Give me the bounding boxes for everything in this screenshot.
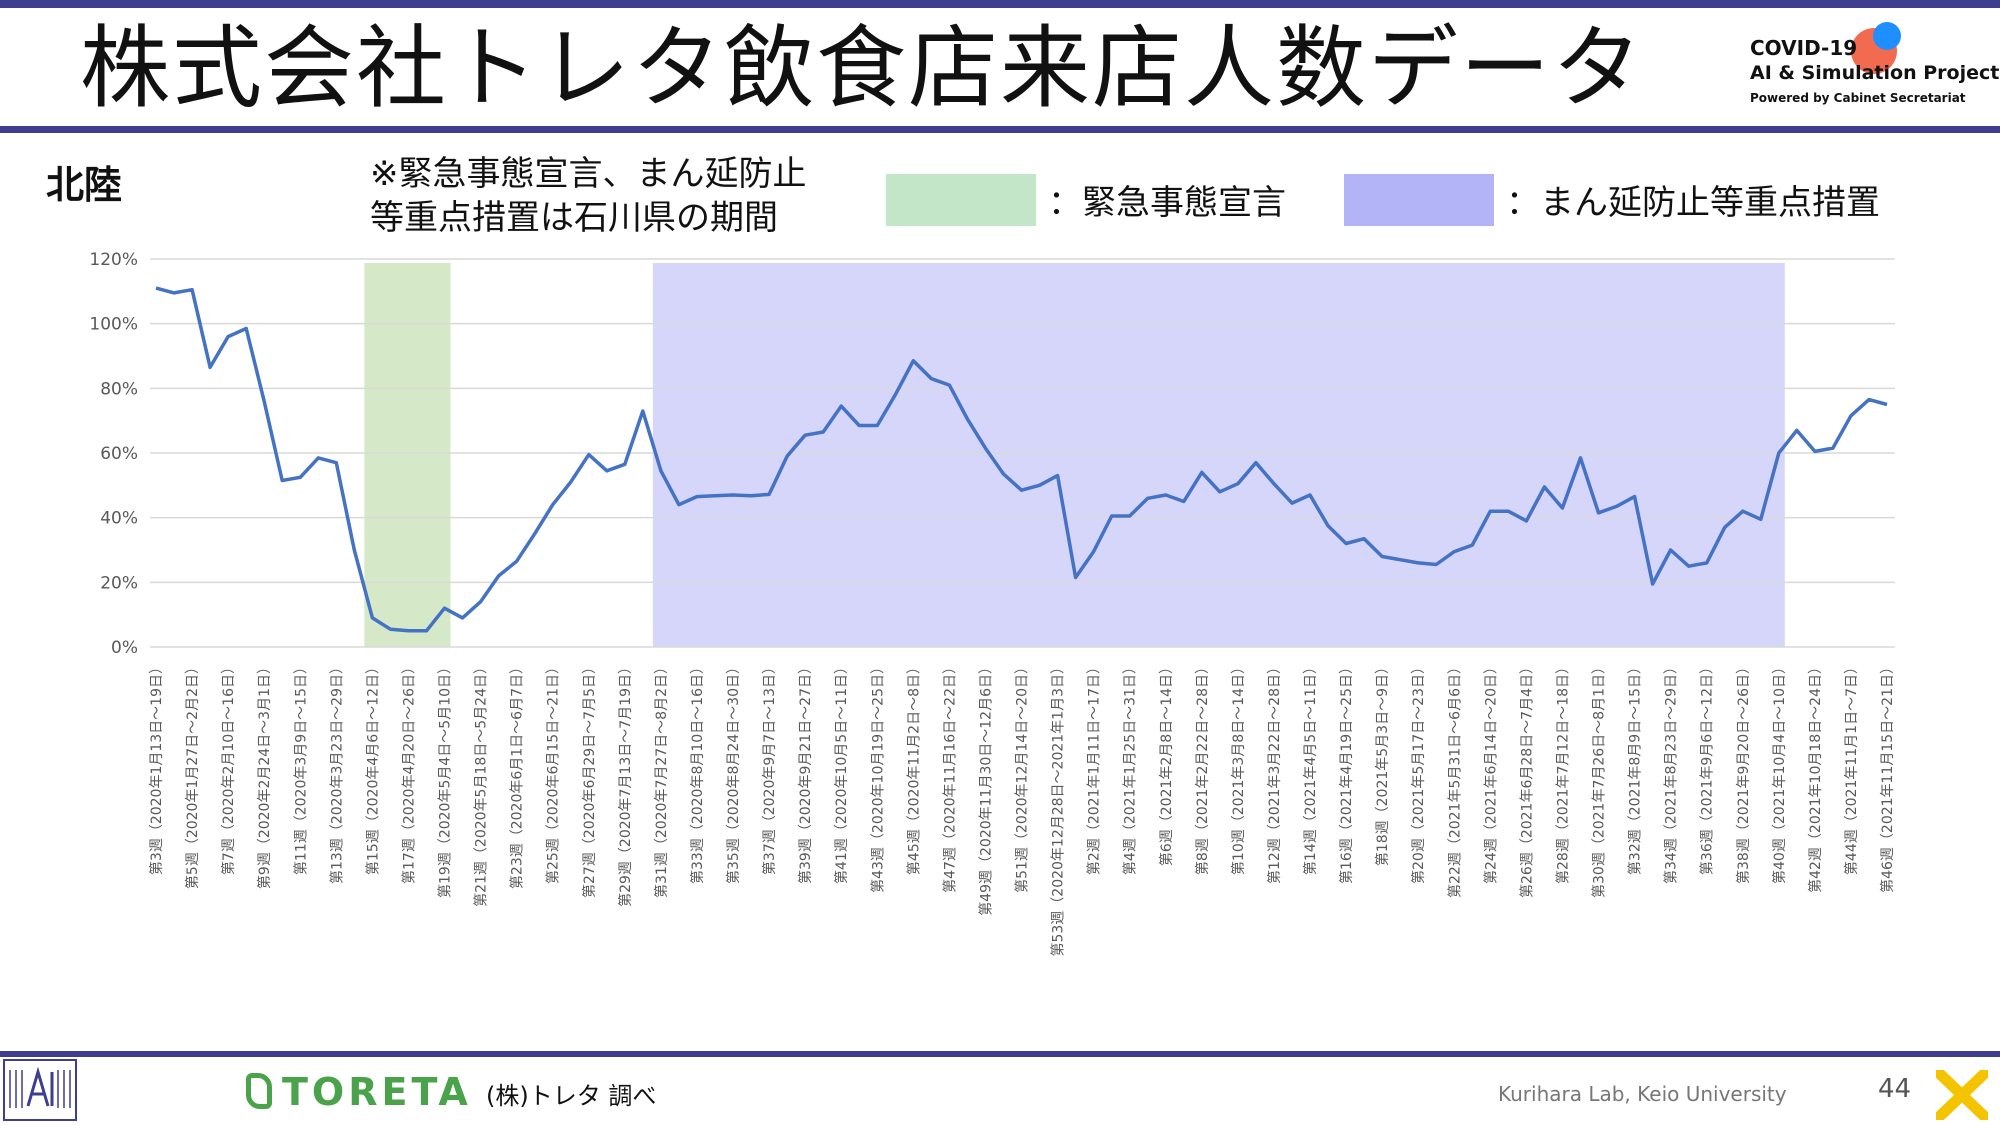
grid-lines — [150, 258, 1895, 648]
x-tick-label: 第46週（2021年11月15日～21日） — [1879, 660, 1896, 893]
y-tick-label: 120% — [89, 250, 138, 270]
x-tick-label: 第32週（2021年8月9日～15日） — [1627, 660, 1644, 875]
x-tick-label: 第19週（2020年5月4日～5月10日） — [437, 660, 454, 898]
series-line-group — [155, 286, 1888, 633]
x-tick-label: 第40週（2021年10月4日～10日） — [1771, 660, 1788, 884]
x-tick-label: 第42週（2021年10月18日～24日） — [1807, 660, 1824, 893]
x-tick-label: 第20週（2021年5月17日～23日） — [1410, 660, 1427, 884]
x-tick-label: 第29週（2020年7月13日～7月19日） — [617, 660, 634, 907]
x-tick-label: 第27週（2020年6月29日～7月5日） — [581, 660, 598, 898]
logo-line1: COVID-19 — [1750, 36, 1858, 60]
logo-line3: Powered by Cabinet Secretariat — [1750, 91, 1966, 105]
x-tick-label: 第12週（2021年3月22日～28日） — [1266, 660, 1283, 884]
toreta-logo-text: TORETA — [282, 1070, 472, 1114]
x-axis-labels: 第3週（2020年1月13日～19日） 第5週（2020年1月27日～2月2日） 第… — [148, 660, 1896, 957]
x-tick-label: 第24週（2021年6月14日～20日） — [1482, 660, 1499, 884]
logo-line2: AI & Simulation Project — [1750, 62, 2000, 84]
x-tick-label: 第43週（2020年10月19日～25日） — [869, 660, 886, 893]
x-tick-label: 第33週（2020年8月10日～16日） — [689, 660, 706, 884]
x-tick-label: 第34週（2021年8月23日～29日） — [1663, 660, 1680, 884]
x-tick-label: 第28週（2021年7月12日～18日） — [1554, 660, 1571, 884]
x-tick-label: 第36週（2021年9月6日～12日） — [1699, 660, 1716, 875]
period-note: ※緊急事態宣言、まん延防止 等重点措置は石川県の期間 — [370, 152, 807, 240]
shaded-emergency — [364, 263, 451, 647]
y-tick-label: 60% — [100, 444, 138, 464]
x-tick-label: 第13週（2020年3月23日～29日） — [328, 660, 345, 884]
x-tick-label: 第5週（2020年1月27日～2月2日） — [184, 660, 201, 889]
legend-label-manen: ：まん延防止等重点措置 — [1506, 183, 1880, 223]
page-title: 株式会社トレタ飲食店来店人数データ — [80, 16, 1644, 121]
x-tick-label: 第51週（2020年12月14日～20日） — [1014, 660, 1031, 893]
x-tick-label: 第23週（2020年6月1日～6月7日） — [509, 660, 526, 889]
toreta-logo: TORETA — [246, 1070, 472, 1114]
x-tick-label: 第16週（2021年4月19日～25日） — [1338, 660, 1355, 884]
x-tick-label: 第21週（2020年5月18日～5月24日） — [473, 660, 490, 907]
x-tick-label: 第25週（2020年6月15日～21日） — [545, 660, 562, 884]
y-axis-labels: 0% 20% 40% 60% 80% 100% 120% — [89, 250, 138, 658]
x-tick-label: 第31週（2020年7月27日～8月2日） — [653, 660, 670, 898]
x-tick-label: 第15週（2020年4月6日～12日） — [364, 660, 381, 875]
x-tick-label: 第10週（2021年3月8日～14日） — [1230, 660, 1247, 875]
toreta-leaf-icon — [246, 1073, 272, 1109]
x-tick-label: 第39週（2020年9月21日～27日） — [797, 660, 814, 884]
x-tick-label: 第41週（2020年10月5日～11日） — [833, 660, 850, 884]
x-tick-label: 第8週（2021年2月22日～28日） — [1194, 660, 1211, 875]
x-tick-label: 第2週（2021年1月11日～17日） — [1086, 660, 1103, 875]
y-tick-label: 0% — [111, 638, 138, 658]
x-tick-label: 第44週（2021年11月1日～7日） — [1843, 660, 1860, 875]
footer-divider-bar — [0, 1051, 2000, 1057]
shaded-manen — [652, 263, 1785, 647]
y-tick-label: 20% — [100, 573, 138, 593]
y-tick-label: 100% — [89, 315, 138, 335]
x-tick-label: 第53週（2020年12月28日～2021年1月3日） — [1050, 660, 1067, 957]
x-tick-label: 第17週（2020年4月20日～26日） — [400, 660, 417, 884]
top-accent-bar — [0, 0, 2000, 8]
x-tick-label: 第37週（2020年9月7日～13日） — [761, 660, 778, 875]
x-tick-label: 第6週（2021年2月8日～14日） — [1158, 660, 1175, 866]
covid-project-logo: COVID-19 AI & Simulation Project Powered… — [1745, 22, 1999, 122]
x-tick-label: 第45週（2020年11月2日～8日） — [905, 660, 922, 875]
x-tick-label: 第47週（2020年11月16日～22日） — [941, 660, 958, 893]
x-tick-label: 第26週（2021年6月28日～7月4日） — [1518, 660, 1535, 898]
y-tick-label: 40% — [100, 509, 138, 529]
x-tick-label: 第11週（2020年3月9日～15日） — [292, 660, 309, 875]
x-tick-label: 第18週（2021年5月3日～9日） — [1374, 660, 1391, 866]
x-tick-label: 第30週（2021年7月26日～8月1日） — [1591, 660, 1608, 898]
x-tick-label: 第4週（2021年1月25日～31日） — [1122, 660, 1139, 875]
logo-blue-circle — [1873, 22, 1901, 50]
legend-swatch-emergency — [886, 174, 1036, 226]
period-note-line1: ※緊急事態宣言、まん延防止 — [370, 154, 807, 194]
period-note-line2: 等重点措置は石川県の期間 — [370, 198, 778, 238]
y-tick-label: 80% — [100, 379, 138, 399]
x-logo-icon — [1936, 1070, 1988, 1120]
x-tick-label: 第14週（2021年4月5日～11日） — [1302, 660, 1319, 875]
x-tick-label: 第49週（2020年11月30日～12月6日） — [977, 660, 994, 916]
region-label: 北陸 — [46, 163, 123, 207]
x-tick-label: 第22週（2021年5月31日～6月6日） — [1446, 660, 1463, 898]
page-number: 44 — [1878, 1074, 1912, 1104]
x-tick-label: 第38週（2021年9月20日～26日） — [1735, 660, 1752, 884]
series-line — [155, 286, 1888, 633]
title-divider-bar — [0, 126, 2000, 133]
legend-label-emergency: ：緊急事態宣言 — [1048, 183, 1286, 223]
x-tick-label: 第7週（2020年2月10日～16日） — [220, 660, 237, 875]
lab-logo-icon — [3, 1059, 77, 1121]
credit-text: Kurihara Lab, Keio University — [1498, 1082, 1787, 1106]
shaded-periods — [364, 263, 1785, 647]
x-tick-label: 第35週（2020年8月24日～30日） — [725, 660, 742, 884]
legend-swatch-manen — [1344, 174, 1494, 226]
x-tick-label: 第9週（2020年2月24日～3月1日） — [256, 660, 273, 889]
x-tick-label: 第3週（2020年1月13日～19日） — [148, 660, 165, 875]
source-note: (株)トレタ 調べ — [486, 1082, 657, 1110]
